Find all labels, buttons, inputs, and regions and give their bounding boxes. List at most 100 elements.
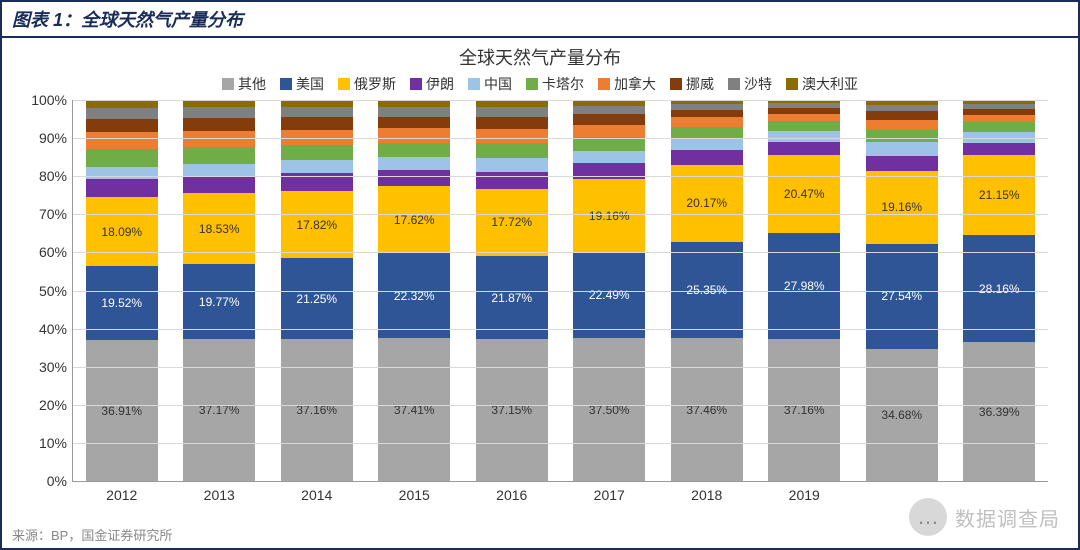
grid-line	[73, 405, 1048, 406]
bar-segment-norway	[671, 110, 743, 118]
bar-segment-canada	[963, 115, 1035, 123]
x-tick-label: 2019	[764, 481, 844, 503]
legend-item: 澳大利亚	[786, 74, 858, 94]
bar-segment-usa: 28.16%	[963, 235, 1035, 342]
legend-swatch	[598, 78, 610, 90]
bar-segment-australia	[86, 100, 158, 108]
bar-segment-saudi	[378, 107, 450, 117]
y-tick-label: 60%	[39, 244, 73, 260]
legend-label: 卡塔尔	[542, 74, 584, 94]
legend-swatch	[222, 78, 234, 90]
legend-swatch	[280, 78, 292, 90]
bar-segment-usa: 22.32%	[378, 253, 450, 338]
bar-segment-australia	[183, 100, 255, 107]
y-tick-label: 40%	[39, 321, 73, 337]
legend-item: 加拿大	[598, 74, 656, 94]
bar-segment-canada	[768, 114, 840, 122]
bar-segment-other: 37.15%	[476, 339, 548, 481]
x-tick-label: 2016	[472, 481, 552, 503]
bar-segment-usa: 22.49%	[573, 252, 645, 338]
bar-segment-canada	[573, 125, 645, 138]
bar-segment-norway	[378, 117, 450, 129]
x-tick-label: 2017	[569, 481, 649, 503]
bar-segment-saudi	[183, 107, 255, 118]
y-tick-label: 30%	[39, 359, 73, 375]
watermark-text: 数据调查局	[955, 503, 1060, 532]
bar-segment-russia: 19.16%	[866, 171, 938, 244]
x-tick-label: 2014	[277, 481, 357, 503]
legend-swatch	[468, 78, 480, 90]
grid-line	[73, 252, 1048, 253]
bar-segment-other: 34.68%	[866, 349, 938, 481]
bar-segment-qatar	[866, 130, 938, 142]
bar-segment-qatar	[768, 121, 840, 131]
bar-segment-usa: 27.98%	[768, 233, 840, 340]
legend-item: 俄罗斯	[338, 74, 396, 94]
x-tick-label: 2012	[82, 481, 162, 503]
bar-segment-norway	[86, 119, 158, 132]
bar-segment-australia	[476, 100, 548, 107]
x-tick-label	[862, 481, 942, 487]
bar-segment-russia: 17.72%	[476, 189, 548, 257]
legend-item: 沙特	[728, 74, 772, 94]
bar-segment-norway	[866, 111, 938, 119]
plot-area: 36.91%19.52%18.09%201237.17%19.77%18.53%…	[72, 100, 1048, 482]
figure-header-label: 图表 1：全球天然气产量分布	[12, 10, 243, 30]
bar-segment-qatar	[671, 127, 743, 138]
bar-segment-china	[768, 131, 840, 142]
bar-segment-canada	[476, 129, 548, 143]
legend-item: 伊朗	[410, 74, 454, 94]
bar-segment-canada	[866, 120, 938, 131]
bar-segment-other: 37.41%	[378, 338, 450, 481]
legend-label: 澳大利亚	[802, 74, 858, 94]
bar-segment-china	[281, 160, 353, 173]
bar-segment-other: 37.16%	[281, 339, 353, 481]
bar-segment-usa: 21.25%	[281, 258, 353, 339]
legend-label: 美国	[296, 74, 324, 94]
legend-label: 加拿大	[614, 74, 656, 94]
bar-segment-russia: 17.82%	[281, 191, 353, 259]
legend-swatch	[670, 78, 682, 90]
bar-segment-iran	[476, 172, 548, 189]
bar-segment-qatar	[281, 145, 353, 161]
bar-segment-iran	[671, 150, 743, 165]
bar-segment-usa: 21.87%	[476, 256, 548, 339]
grid-line	[73, 214, 1048, 215]
legend-swatch	[728, 78, 740, 90]
bar-segment-russia: 21.15%	[963, 155, 1035, 236]
bar-segment-russia: 20.47%	[768, 155, 840, 233]
bar-segment-saudi	[476, 107, 548, 117]
y-tick-label: 100%	[31, 92, 73, 108]
watermark: … 数据调查局	[909, 498, 1060, 536]
x-tick-label: 2018	[667, 481, 747, 503]
grid-line	[73, 329, 1048, 330]
legend-item: 挪威	[670, 74, 714, 94]
bar-segment-australia	[281, 100, 353, 107]
bar-segment-iran	[866, 156, 938, 171]
bar-segment-norway	[476, 117, 548, 129]
legend-label: 沙特	[744, 74, 772, 94]
bar-segment-usa: 27.54%	[866, 244, 938, 349]
chart-title: 全球天然气产量分布	[2, 44, 1078, 70]
bar-segment-other: 37.17%	[183, 339, 255, 481]
x-tick-label	[959, 481, 1039, 487]
legend-item: 中国	[468, 74, 512, 94]
y-tick-label: 50%	[39, 283, 73, 299]
bar-segment-russia: 18.09%	[86, 197, 158, 266]
grid-line	[73, 100, 1048, 101]
chart-frame: 图表 1：全球天然气产量分布 全球天然气产量分布 其他美国俄罗斯伊朗中国卡塔尔加…	[0, 0, 1080, 550]
y-tick-label: 20%	[39, 397, 73, 413]
bar-segment-other: 36.91%	[86, 340, 158, 481]
legend-swatch	[410, 78, 422, 90]
legend-swatch	[338, 78, 350, 90]
y-tick-label: 80%	[39, 168, 73, 184]
bar-segment-iran	[378, 170, 450, 186]
grid-line	[73, 176, 1048, 177]
grid-line	[73, 367, 1048, 368]
source-text: 来源：BP，国金证券研究所	[12, 525, 172, 544]
legend-label: 中国	[484, 74, 512, 94]
bar-segment-norway	[573, 114, 645, 125]
bar-segment-saudi	[86, 108, 158, 119]
bar-segment-iran	[183, 176, 255, 193]
y-tick-label: 0%	[47, 473, 73, 489]
